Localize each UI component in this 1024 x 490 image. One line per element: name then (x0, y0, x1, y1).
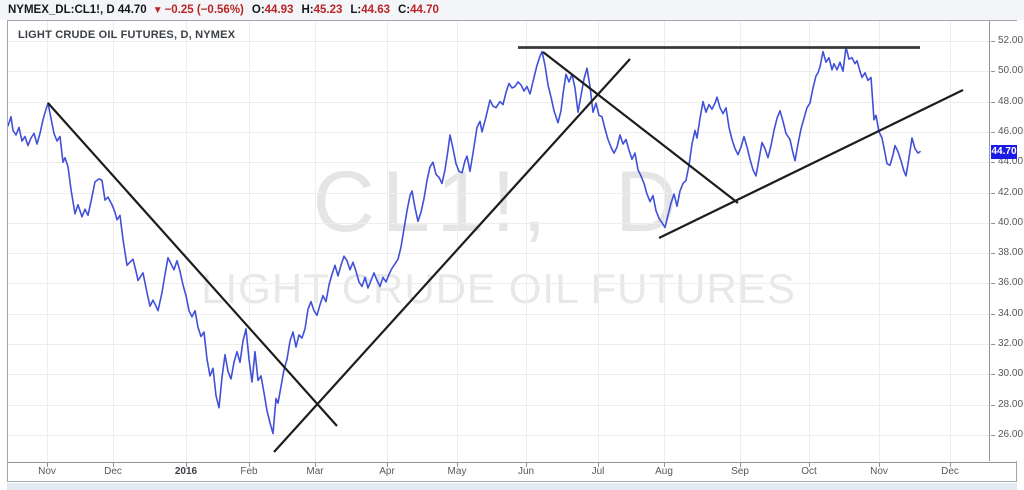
price-tick-label: 40.00 (998, 216, 1024, 228)
time-tick (526, 463, 527, 467)
price-axis[interactable]: 44.70 52.00 50.00 48.00 46.00 44.00 42.00 40.0… (991, 21, 1023, 461)
time-tick-label: Sep (731, 466, 749, 477)
open-value: 44.93 (264, 4, 294, 16)
close-label: C: (398, 4, 411, 16)
price-tick-label: 34.00 (998, 307, 1024, 319)
time-tick-label: Oct (801, 466, 817, 477)
chart-widget: CL1!, D LIGHT CRUDE OIL FUTURES LIGHT CR… (7, 20, 1023, 482)
price-tick (991, 132, 995, 133)
uptrend-line-2[interactable] (658, 89, 964, 239)
high-value: 45.23 (313, 4, 343, 16)
price-tick (991, 314, 995, 315)
time-tick (113, 463, 114, 467)
price-tick-label: 46.00 (998, 125, 1024, 137)
time-tick-label: Dec (104, 466, 122, 477)
chart-plot-area[interactable]: CL1!, D LIGHT CRUDE OIL FUTURES LIGHT CR… (8, 21, 990, 461)
price-tick (991, 374, 995, 375)
downtrend-line-1[interactable] (47, 102, 338, 427)
time-tick (664, 463, 665, 467)
time-tick (809, 463, 810, 467)
last-price-label: 44.70 (991, 144, 1017, 159)
time-tick-label: Nov (870, 466, 888, 477)
low-value: 44.63 (361, 4, 390, 16)
time-tick (950, 463, 951, 467)
time-tick (47, 463, 48, 467)
downtrend-line-2[interactable] (542, 51, 739, 204)
price-tick (991, 283, 995, 284)
price-tick-label: 32.00 (998, 338, 1024, 350)
price-chart-svg[interactable] (8, 21, 990, 461)
price-tick (991, 223, 995, 224)
price-tick-label: 36.00 (998, 277, 1024, 289)
time-tick-label: Apr (379, 466, 395, 477)
price-tick-label: 30.00 (998, 368, 1024, 380)
time-tick-label: Nov (38, 466, 56, 477)
symbol-text[interactable]: NYMEX_DL:CL1!, D (8, 4, 115, 16)
time-tick (740, 463, 741, 467)
price-tick (991, 102, 995, 103)
close-group: C:44.70 (398, 4, 439, 16)
price-tick (991, 162, 995, 163)
time-tick-label: Feb (240, 466, 258, 477)
time-tick-label: 2016 (174, 466, 198, 477)
high-group: H:45.23 (301, 4, 342, 16)
change-text: −0.25 (−0.56%) (164, 4, 244, 16)
price-tick (991, 71, 995, 72)
time-tick (186, 463, 187, 467)
price-tick-label: 52.00 (998, 35, 1024, 46)
price-tick (991, 344, 995, 345)
time-tick (598, 463, 599, 467)
chart-title: LIGHT CRUDE OIL FUTURES, D, NYMEX (18, 29, 236, 41)
price-tick (991, 253, 995, 254)
price-tick (991, 435, 995, 436)
open-label: O: (251, 4, 265, 16)
time-tick-label: Jun (517, 466, 535, 477)
high-label: H: (301, 4, 314, 16)
low-label: L: (350, 4, 362, 16)
time-tick (249, 463, 250, 467)
time-axis[interactable]: Nov Dec 2016 Feb Mar Apr May Jun Jul Aug Sep Oct Nov… (8, 462, 1016, 481)
watermark-description: LIGHT CRUDE OIL FUTURES (201, 265, 796, 312)
price-tick-label: 48.00 (998, 95, 1024, 107)
time-tick-label: Jul (591, 466, 605, 477)
footer-strip (7, 483, 1017, 490)
close-value: 44.70 (410, 4, 439, 16)
symbol-info-bar: NYMEX_DL:CL1!, D 44.70 ▼ −0.25 (−0.56%) O:… (0, 0, 1024, 20)
watermark-symbol: CL1!, D (312, 154, 685, 250)
time-tick (457, 463, 458, 467)
time-tick-label: Mar (306, 466, 324, 477)
price-tick-label: 44.00 (998, 156, 1024, 168)
time-tick-label: Aug (655, 466, 673, 477)
time-tick (315, 463, 316, 467)
price-tick (991, 405, 995, 406)
price-tick-label: 50.00 (998, 65, 1024, 77)
last-price-text: 44.70 (117, 4, 147, 16)
price-tick-label: 42.00 (998, 186, 1024, 198)
price-tick-label: 26.00 (998, 428, 1024, 440)
price-tick-label: 38.00 (998, 247, 1024, 259)
price-tick-label: 28.00 (998, 398, 1024, 410)
down-triangle-icon: ▼ (152, 4, 163, 16)
price-tick (991, 41, 995, 42)
time-tick-label: Dec (941, 466, 959, 477)
low-group: L:44.63 (350, 4, 390, 16)
time-tick (387, 463, 388, 467)
open-group: O:44.93 (252, 4, 294, 16)
time-tick-label: May (447, 466, 467, 477)
uptrend-line-1[interactable] (273, 58, 631, 453)
time-tick (879, 463, 880, 467)
price-line[interactable] (8, 46, 921, 435)
price-tick (991, 193, 995, 194)
